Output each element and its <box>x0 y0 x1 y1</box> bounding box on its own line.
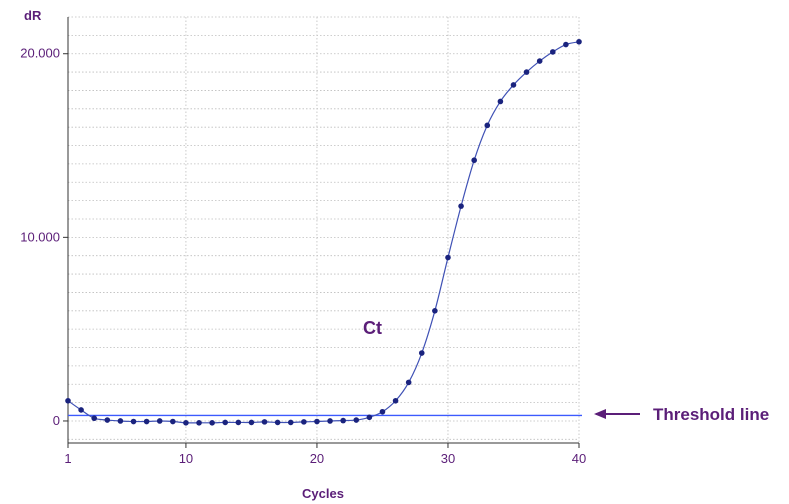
data-point <box>510 82 517 88</box>
threshold-arrow <box>594 409 640 419</box>
data-point <box>143 418 150 425</box>
data-point <box>196 420 202 426</box>
data-point <box>117 418 124 424</box>
x-tick-label: 1 <box>64 451 71 466</box>
data-point <box>379 408 386 415</box>
data-point <box>78 407 84 413</box>
amplification-curve <box>67 41 580 424</box>
grid-lines <box>68 16 580 443</box>
data-point <box>536 58 543 64</box>
data-point <box>392 397 399 404</box>
x-axis-title: Cycles <box>302 486 344 501</box>
data-point <box>445 254 451 261</box>
data-point <box>353 417 360 423</box>
data-point <box>287 419 294 426</box>
data-point <box>340 417 346 424</box>
data-point <box>170 418 176 425</box>
data-point <box>104 417 111 423</box>
tick-labels: 0 10.000 20.000 1 10 20 30 40 <box>20 46 586 466</box>
axes <box>63 17 580 448</box>
data-point <box>563 41 569 48</box>
data-point <box>458 203 464 209</box>
data-point <box>261 419 268 425</box>
data-point <box>471 157 477 164</box>
data-point <box>484 122 491 129</box>
data-point <box>497 98 504 105</box>
x-tick-label: 20 <box>310 451 324 466</box>
x-tick-label: 30 <box>441 451 455 466</box>
points-layer <box>65 38 582 426</box>
y-tick-label: 20.000 <box>20 46 60 61</box>
data-point <box>156 418 163 424</box>
data-point <box>549 49 556 55</box>
curve-layer <box>67 41 580 424</box>
data-point <box>183 420 189 426</box>
data-point <box>405 379 412 386</box>
data-point <box>222 419 229 426</box>
x-tick-label: 10 <box>179 451 193 466</box>
threshold-label: Threshold line <box>653 405 769 424</box>
data-point <box>274 419 281 426</box>
data-point <box>301 419 307 425</box>
data-point <box>209 420 215 426</box>
threshold-arrow-head <box>594 409 606 419</box>
y-axis-title: dR <box>24 8 42 23</box>
data-point <box>432 307 438 314</box>
data-point <box>366 414 373 421</box>
ct-label: Ct <box>363 318 382 338</box>
data-point <box>235 419 242 426</box>
data-point <box>91 415 98 422</box>
data-point <box>130 418 137 425</box>
data-point <box>327 418 333 424</box>
y-tick-label: 0 <box>53 413 60 428</box>
data-point <box>523 69 530 75</box>
data-point <box>418 350 425 356</box>
x-tick-label: 40 <box>572 451 586 466</box>
data-point <box>65 397 71 404</box>
data-point <box>248 419 255 426</box>
y-tick-label: 10.000 <box>20 229 60 244</box>
data-point <box>314 418 320 425</box>
data-point <box>576 38 582 45</box>
